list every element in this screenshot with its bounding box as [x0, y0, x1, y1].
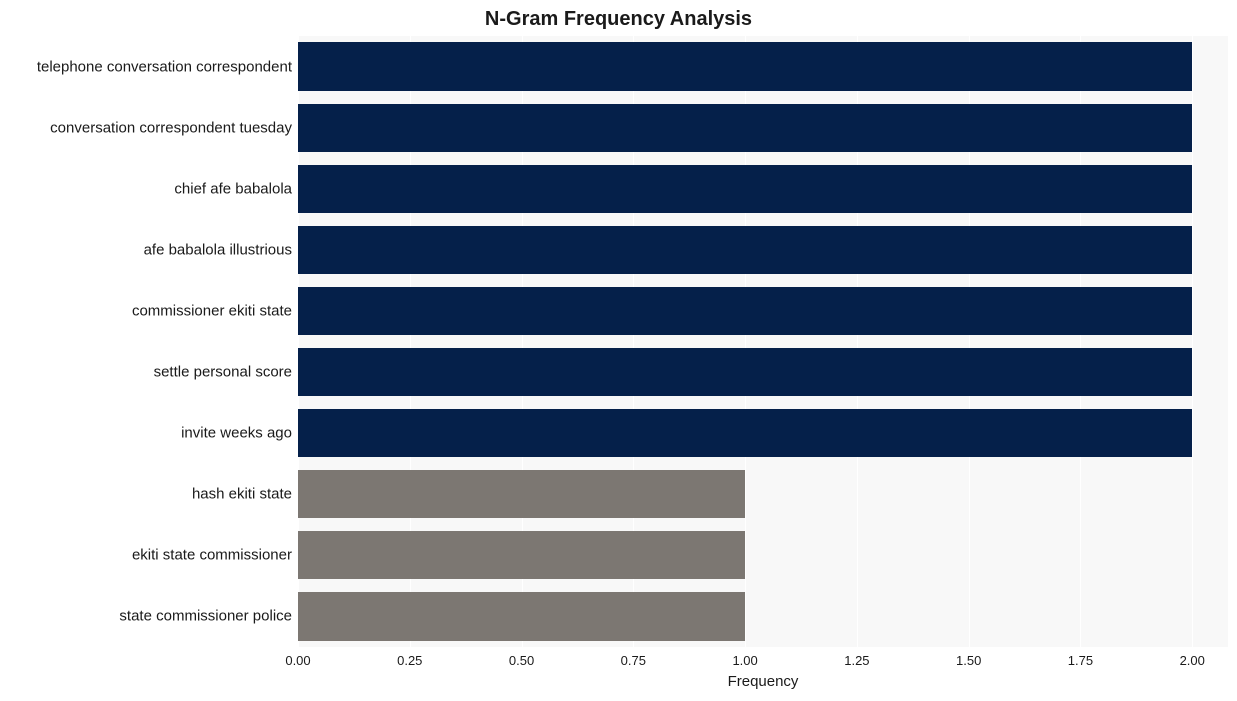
bar [298, 42, 1192, 90]
bar [298, 592, 745, 640]
bar [298, 348, 1192, 396]
bar [298, 470, 745, 518]
y-tick-label: chief afe babalola [174, 180, 298, 197]
grid-line [1192, 36, 1193, 647]
bar [298, 409, 1192, 457]
chart-container: N-Gram Frequency Analysis Frequency 0.00… [0, 0, 1237, 701]
x-tick-label: 1.75 [1068, 647, 1093, 668]
y-tick-label: ekiti state commissioner [132, 547, 298, 564]
x-tick-label: 0.75 [621, 647, 646, 668]
x-tick-label: 2.00 [1180, 647, 1205, 668]
x-tick-label: 0.50 [509, 647, 534, 668]
bar [298, 165, 1192, 213]
x-tick-label: 1.00 [732, 647, 757, 668]
y-tick-label: telephone conversation correspondent [37, 58, 298, 75]
x-tick-label: 1.50 [956, 647, 981, 668]
plot-area: Frequency 0.000.250.500.751.001.251.501.… [298, 36, 1228, 647]
y-tick-label: commissioner ekiti state [132, 302, 298, 319]
y-tick-label: settle personal score [154, 364, 298, 381]
y-tick-label: state commissioner police [119, 608, 298, 625]
y-tick-label: afe babalola illustrious [144, 241, 298, 258]
x-tick-label: 0.00 [285, 647, 310, 668]
x-tick-label: 0.25 [397, 647, 422, 668]
bar [298, 226, 1192, 274]
bar [298, 104, 1192, 152]
y-tick-label: conversation correspondent tuesday [50, 119, 298, 136]
bar [298, 287, 1192, 335]
y-tick-label: invite weeks ago [181, 425, 298, 442]
bar [298, 531, 745, 579]
y-tick-label: hash ekiti state [192, 486, 298, 503]
x-tick-label: 1.25 [844, 647, 869, 668]
chart-title: N-Gram Frequency Analysis [0, 8, 1237, 31]
